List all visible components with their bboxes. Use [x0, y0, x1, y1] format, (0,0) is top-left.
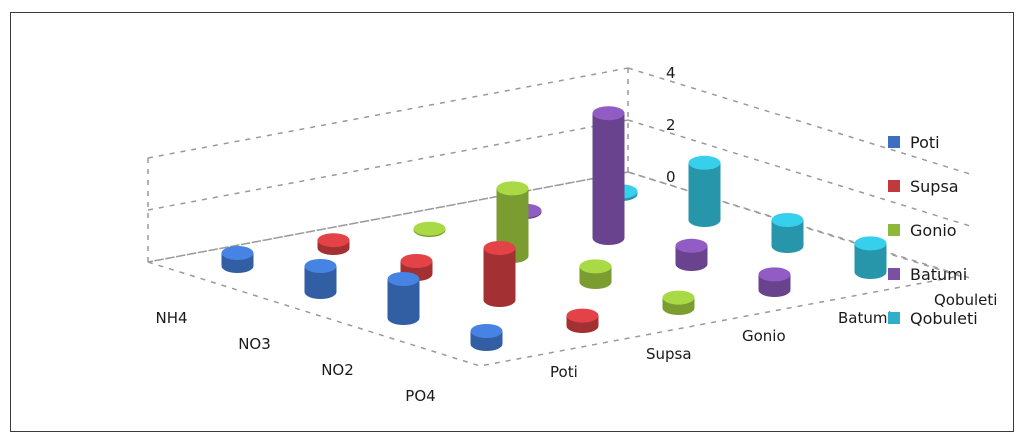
chart-bars	[221, 106, 887, 352]
series-axis-label-qobuleti: Qobuleti	[934, 291, 997, 309]
legend-label-supsa: Supsa	[910, 176, 959, 196]
category-label-po4: PO4	[405, 387, 435, 405]
bar-batumi-no3	[592, 106, 625, 245]
series-axis-label-supsa: Supsa	[646, 345, 692, 363]
legend-item-batumi: Batumi	[888, 252, 978, 296]
legend-label-poti: Poti	[910, 132, 940, 152]
legend-item-qobuleti: Qobuleti	[888, 296, 978, 340]
legend-label-batumi: Batumi	[910, 264, 968, 284]
bar-supsa-nh4	[317, 233, 350, 256]
bar-gonio-no2	[579, 259, 612, 290]
legend-label-gonio: Gonio	[910, 220, 957, 240]
side-gridline-2	[627, 119, 971, 227]
legend-swatch-gonio	[888, 224, 900, 236]
bar-poti-nh4	[221, 246, 254, 273]
legend-swatch-supsa	[888, 180, 900, 192]
bar-supsa-no2	[483, 241, 516, 307]
category-label-nh4: NH4	[155, 309, 187, 327]
legend-swatch-batumi	[888, 268, 900, 280]
bar-gonio-nh4	[413, 221, 446, 237]
z-tick-2: 2	[666, 116, 676, 134]
legend-label-qobuleti: Qobuleti	[910, 308, 978, 328]
series-axis-label-batumi: Batumi	[838, 309, 892, 327]
chart-gridlines	[147, 67, 971, 367]
gridline-4	[147, 67, 629, 159]
bar-qobuleti-no2	[771, 213, 804, 254]
chart-labels: NH4 NO3 NO2 PO4 Poti Supsa Gonio Batumi Qobuleti…	[155, 64, 997, 405]
legend-item-poti: Poti	[888, 120, 978, 164]
legend-swatch-qobuleti	[888, 312, 900, 324]
floor-outline	[147, 171, 961, 367]
side-gridline-4	[627, 67, 971, 175]
bar-poti-no2	[387, 272, 420, 325]
category-label-no2: NO2	[321, 361, 354, 379]
category-label-no3: NO3	[238, 335, 271, 353]
bar-supsa-po4	[566, 308, 599, 333]
bar-qobuleti-po4	[854, 236, 887, 279]
legend-item-gonio: Gonio	[888, 208, 978, 252]
bar-qobuleti-no3	[688, 155, 721, 228]
bar-poti-no3	[304, 259, 337, 299]
gridline-0	[147, 171, 629, 263]
bar-gonio-po4	[662, 290, 695, 316]
series-axis-label-gonio: Gonio	[742, 327, 786, 345]
z-tick-4: 4	[666, 64, 676, 82]
legend-item-supsa: Supsa	[888, 164, 978, 208]
z-tick-0: 0	[666, 168, 676, 186]
series-axis-label-poti: Poti	[550, 363, 578, 381]
bar-poti-po4	[470, 324, 503, 352]
bar-batumi-no2	[675, 238, 708, 271]
gridline-2	[147, 119, 629, 211]
bar-batumi-po4	[758, 267, 791, 297]
legend-swatch-poti	[888, 136, 900, 148]
chart-legend: Poti Supsa Gonio Batumi Qobuleti	[888, 120, 978, 340]
